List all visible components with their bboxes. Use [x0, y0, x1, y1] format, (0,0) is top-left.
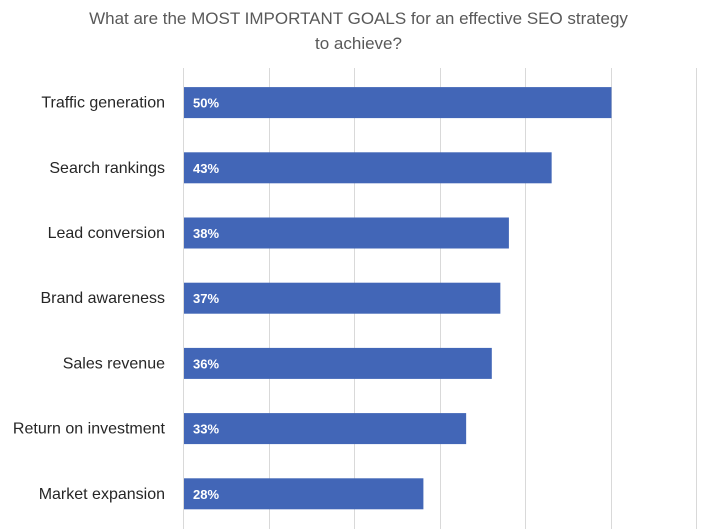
category-label: Brand awareness — [40, 290, 165, 307]
data-label: 43% — [193, 161, 219, 176]
data-label: 38% — [193, 226, 219, 241]
bar — [184, 87, 612, 119]
bar — [184, 413, 467, 445]
category-labels: Traffic generation Search rankings Lead co… — [13, 95, 166, 503]
chart-title-line-2: to achieve? — [315, 34, 402, 53]
bar — [184, 152, 552, 184]
chart-title: What are the MOST IMPORTANT GOALS for an… — [0, 6, 717, 56]
category-label: Lead conversion — [48, 225, 165, 242]
category-label: Traffic generation — [41, 95, 165, 112]
bar — [184, 347, 492, 379]
category-label: Market expansion — [39, 486, 165, 503]
bar — [184, 282, 501, 314]
data-label: 37% — [193, 291, 219, 306]
data-label: 50% — [193, 96, 219, 111]
chart-title-line-1: What are the MOST IMPORTANT GOALS for an… — [89, 9, 628, 28]
gridlines — [183, 68, 697, 529]
category-label: Return on investment — [13, 421, 166, 438]
bar — [184, 217, 509, 249]
data-label: 28% — [193, 487, 219, 502]
category-label: Sales revenue — [63, 355, 165, 372]
category-label: Search rankings — [49, 160, 165, 177]
data-label: 36% — [193, 356, 219, 371]
bars: 50% 43% 38% 37% 36% 33% 28% — [184, 87, 612, 510]
bar — [184, 478, 424, 510]
data-label: 33% — [193, 422, 219, 437]
